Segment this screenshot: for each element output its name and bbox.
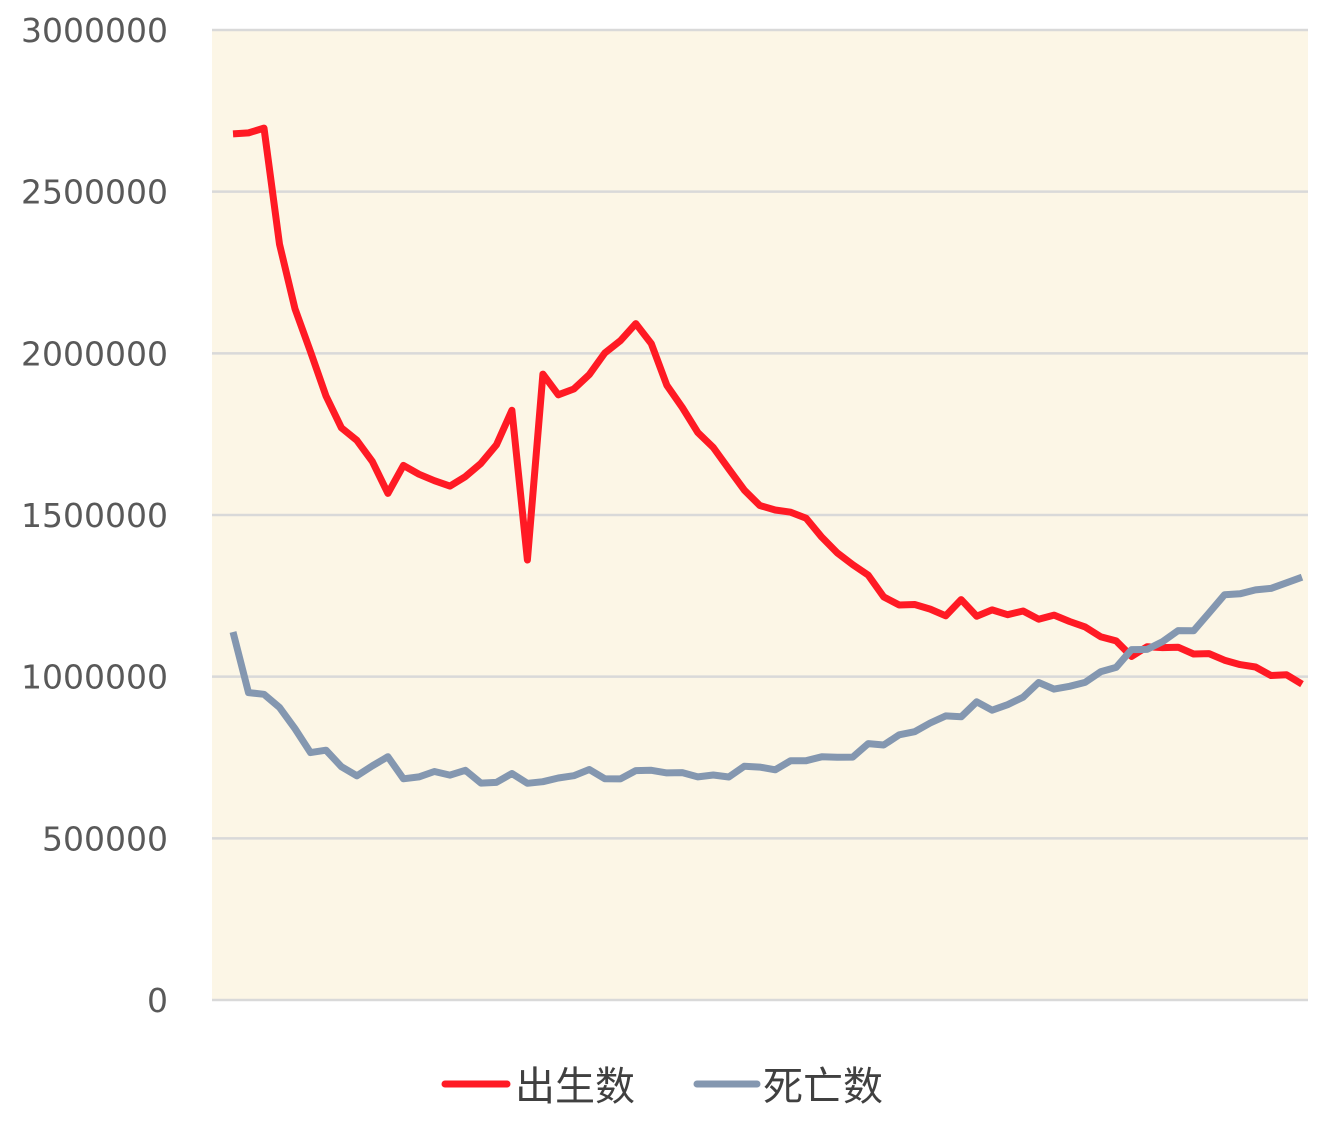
y-tick-label: 500000 xyxy=(42,819,168,858)
series-line-births xyxy=(232,124,1304,688)
series-line-deaths xyxy=(229,573,1304,787)
y-tick-label: 2500000 xyxy=(21,173,168,212)
y-tick-label: 2000000 xyxy=(21,334,168,373)
y-tick-label: 0 xyxy=(147,981,168,1020)
legend-label-deaths: 死亡数 xyxy=(763,1064,883,1110)
legend-label-births: 出生数 xyxy=(515,1064,635,1110)
y-tick-label: 1500000 xyxy=(21,496,168,535)
series-lines xyxy=(229,124,1304,787)
legend: 出生数 死亡数 xyxy=(441,1064,883,1110)
gridlines xyxy=(212,28,1308,1002)
y-tick-label: 1000000 xyxy=(21,658,168,697)
y-tick-label: 3000000 xyxy=(21,11,168,50)
y-axis-ticks: 0 500000 1000000 1500000 2000000 2500000 30000… xyxy=(21,11,168,1020)
